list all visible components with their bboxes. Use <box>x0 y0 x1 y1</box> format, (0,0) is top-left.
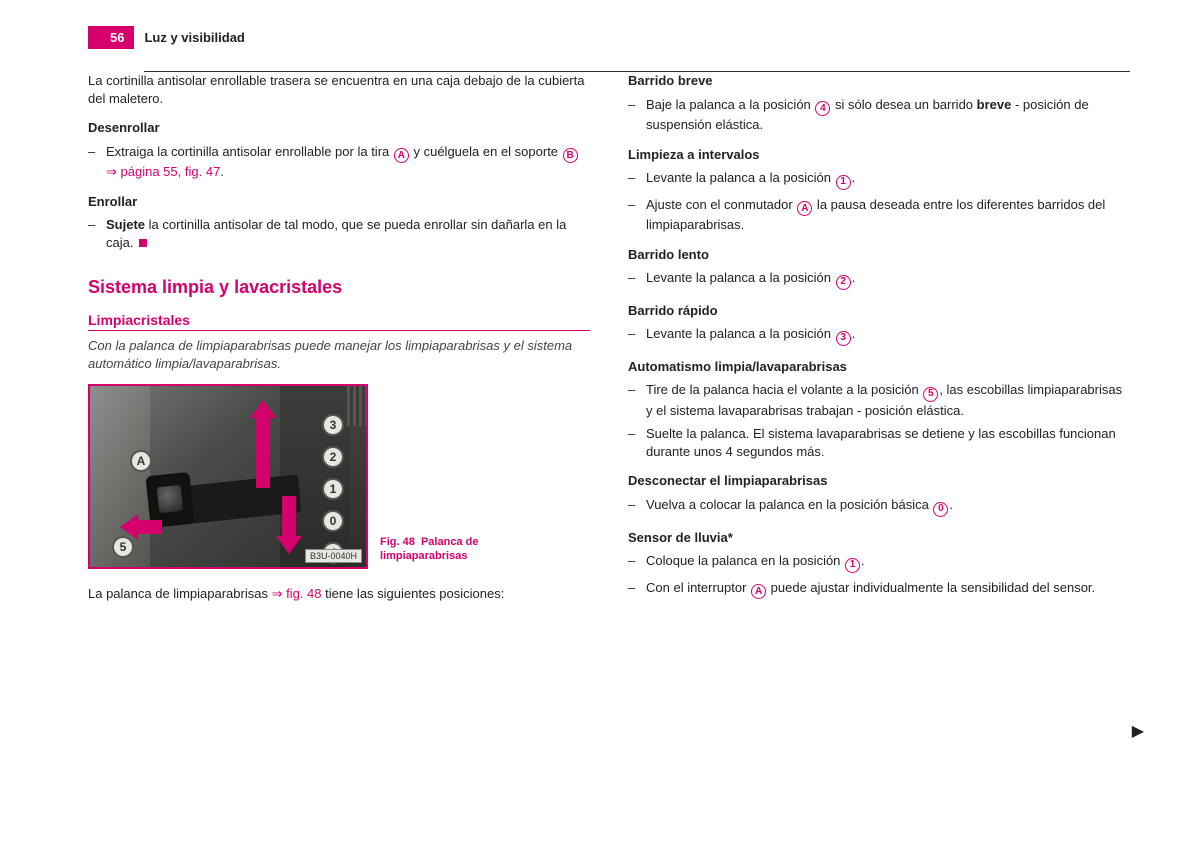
arrow-icon: ⇒ <box>106 164 117 179</box>
figure-block: A 5 3 2 1 0 4 B3U-0040H Fig. 48 Palanca … <box>88 384 590 569</box>
ref-circle-a: A <box>394 148 409 163</box>
end-square-icon <box>139 239 147 247</box>
subhead: Barrido lento <box>628 246 1130 264</box>
item-text: Sujete la cortinilla antisolar de tal mo… <box>106 216 590 251</box>
item-text: Extraiga la cortinilla antisolar enrolla… <box>106 143 590 181</box>
figure-caption: Fig. 48 Palanca de limpiaparabrisas <box>380 535 510 570</box>
ref-circle: 3 <box>836 331 851 346</box>
manual-page: 56 Luz y visibilidad La cortinilla antis… <box>0 0 1200 631</box>
page-number: 56 <box>88 26 134 49</box>
dash-marker: – <box>88 216 106 251</box>
arrow-icon: ⇒ <box>272 586 283 601</box>
subhead: Sensor de lluvia* <box>628 529 1130 547</box>
dash-marker: – <box>88 143 106 181</box>
subhead: Limpieza a intervalos <box>628 146 1130 164</box>
subhead-enrollar: Enrollar <box>88 193 590 211</box>
list-item: – Ajuste con el conmutador A la pausa de… <box>628 196 1130 234</box>
ref-circle: 1 <box>845 558 860 573</box>
list-item: – Suelte la palanca. El sistema lavapara… <box>628 425 1130 460</box>
cross-ref-link[interactable]: página 55, fig. 47 <box>121 164 221 179</box>
ref-circle: 5 <box>923 387 938 402</box>
after-figure-text: La palanca de limpiaparabrisas ⇒ fig. 48… <box>88 585 590 603</box>
right-column: Barrido breve – Baje la palanca a la pos… <box>628 72 1130 611</box>
subhead: Barrido breve <box>628 72 1130 90</box>
list-item: – Con el interruptor A puede ajustar ind… <box>628 579 1130 600</box>
list-item: – Vuelva a colocar la palanca en la posi… <box>628 496 1130 517</box>
content-columns: La cortinilla antisolar enrollable trase… <box>88 72 1130 611</box>
subsection-heading: Limpiacristales <box>88 312 590 331</box>
ref-circle: A <box>751 584 766 599</box>
intro-text: La cortinilla antisolar enrollable trase… <box>88 72 590 107</box>
lead-paragraph: Con la palanca de limpiaparabrisas puede… <box>88 337 590 372</box>
list-item: – Levante la palanca a la posición 2. <box>628 269 1130 290</box>
arrow-down-icon <box>276 496 302 554</box>
figure-image: A 5 3 2 1 0 4 B3U-0040H <box>88 384 368 569</box>
page-header-wrap: 56 Luz y visibilidad <box>88 26 1130 72</box>
ref-circle: A <box>797 201 812 216</box>
list-item: – Baje la palanca a la posición 4 si sól… <box>628 96 1130 134</box>
ref-circle: 0 <box>933 502 948 517</box>
list-item: – Sujete la cortinilla antisolar de tal … <box>88 216 590 251</box>
continue-arrow-icon: ▶ <box>1132 721 1144 741</box>
page-section-title: Luz y visibilidad <box>134 26 244 49</box>
subhead-desenrollar: Desenrollar <box>88 119 590 137</box>
list-item: – Levante la palanca a la posición 3. <box>628 325 1130 346</box>
list-item: – Levante la palanca a la posición 1. <box>628 169 1130 190</box>
ref-circle: 2 <box>836 275 851 290</box>
ref-circle: 1 <box>836 175 851 190</box>
list-item: – Tire de la palanca hacia el volante a … <box>628 381 1130 419</box>
ref-circle: 4 <box>815 101 830 116</box>
subhead: Desconectar el limpiaparabrisas <box>628 472 1130 490</box>
figure-code: B3U-0040H <box>305 549 362 563</box>
subhead: Barrido rápido <box>628 302 1130 320</box>
section-heading: Sistema limpia y lavacristales <box>88 277 590 298</box>
list-item: – Coloque la palanca en la posición 1. <box>628 552 1130 573</box>
list-item: – Extraiga la cortinilla antisolar enrol… <box>88 143 590 181</box>
page-header: 56 Luz y visibilidad <box>88 26 1130 49</box>
arrow-up-icon <box>250 400 276 488</box>
left-column: La cortinilla antisolar enrollable trase… <box>88 72 590 611</box>
ref-circle-b: B <box>563 148 578 163</box>
cross-ref-link[interactable]: fig. 48 <box>286 586 321 601</box>
subhead: Automatismo limpia/lavaparabrisas <box>628 358 1130 376</box>
